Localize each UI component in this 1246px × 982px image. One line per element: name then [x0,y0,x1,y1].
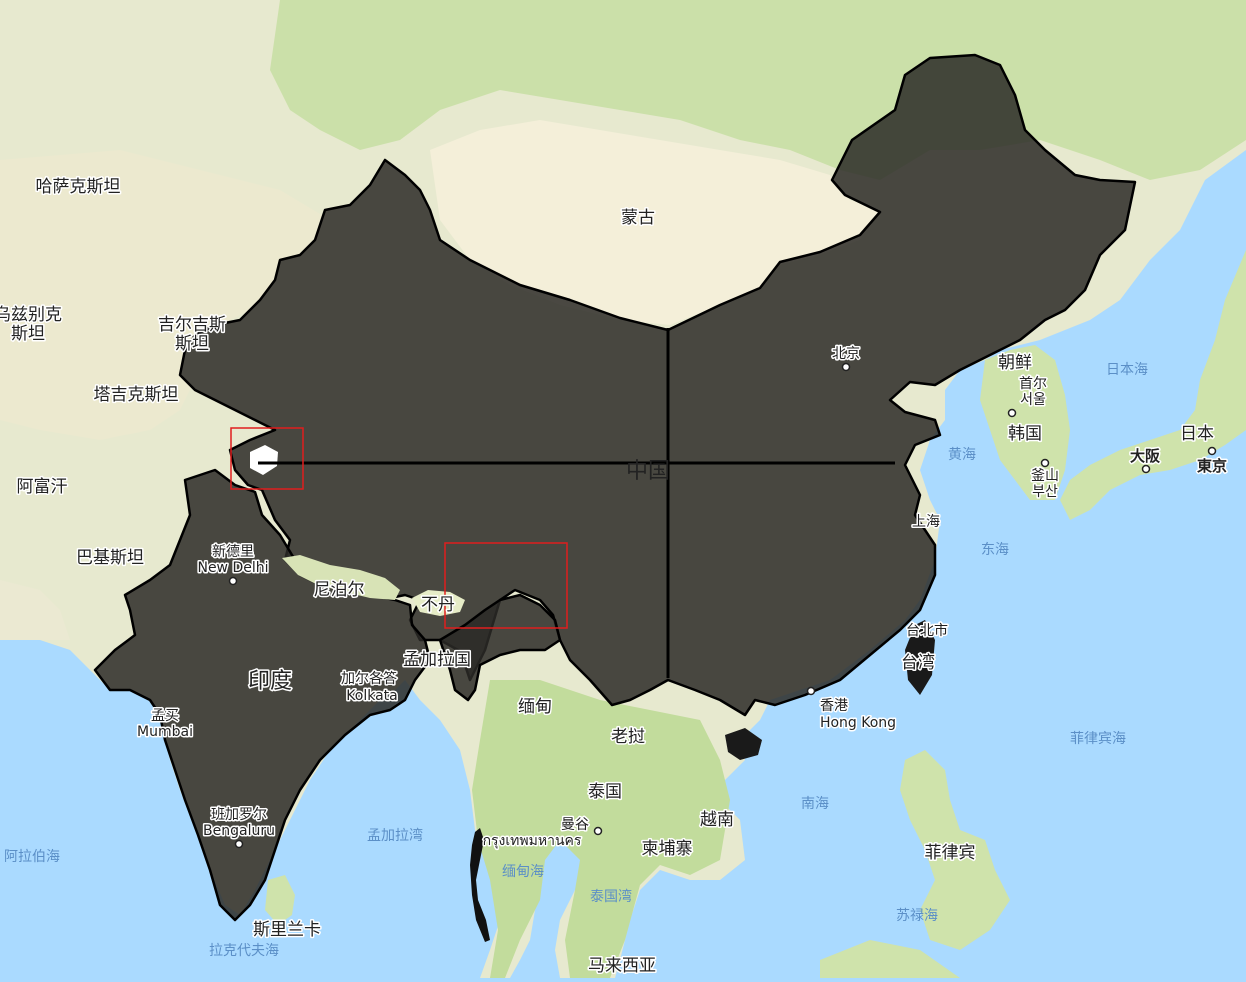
label-mongolia: 蒙古 [621,208,655,228]
city-dot-tokyo[interactable] [1207,446,1217,456]
overlay-ne-india [438,593,562,702]
label-bangkok-th: กรุงเทพมหานคร [483,833,582,849]
label-india: 印度 [248,669,292,694]
label-japan: 日本 [1180,424,1214,444]
label-malaysia: 马来西亚 [588,956,656,976]
label-kolkata-zh: 加尔各答 [341,670,397,687]
label-south-china-sea: 南海 [801,796,829,812]
label-philippine-sea: 菲律宾海 [1070,731,1126,747]
city-dot-new-delhi[interactable] [228,576,238,586]
label-kolkata-en: Kolkata [346,688,397,704]
city-dot-seoul[interactable] [1007,408,1017,418]
label-china: 中国 [626,459,670,484]
label-uzbekistan-line1: 乌兹别克 [0,305,62,325]
label-mumbai-zh: 孟买 [151,708,179,724]
label-sri-lanka: 斯里兰卡 [253,920,321,940]
label-cambodia: 柬埔寨 [642,839,693,859]
label-new-delhi-zh: 新德里 [212,544,254,560]
city-dot-beijing[interactable] [841,362,851,372]
label-new-delhi-en: New Delhi [197,560,268,576]
label-busan-ko: 부산 [1032,484,1058,500]
city-dot-busan[interactable] [1040,458,1050,468]
label-bengaluru-en: Bengaluru [203,823,275,839]
label-thailand: 泰国 [588,782,622,802]
label-uzbekistan-line2: 斯坦 [11,324,45,344]
label-mumbai-en: Mumbai [137,724,193,740]
city-dot-bengaluru[interactable] [234,839,244,849]
label-shanghai: 上海 [912,514,940,530]
label-arabian-sea: 阿拉伯海 [4,849,60,865]
land-borneo [820,940,960,978]
label-yellow-sea: 黄海 [948,446,976,463]
highlight-box-kashmir[interactable] [230,427,304,490]
label-bangladesh: 孟加拉国 [403,650,471,670]
land-philippines [900,750,1010,950]
city-dot-bangkok[interactable] [593,826,603,836]
overlay-china-region [178,53,1137,717]
land-kashmir-hole [250,445,278,475]
label-nepal: 尼泊尔 [314,580,365,600]
label-busan-zh: 釜山 [1031,468,1059,484]
label-bengaluru-zh: 班加罗尔 [211,807,267,823]
land-west [0,580,70,640]
label-sea-of-japan: 日本海 [1106,362,1148,378]
land-hainan [725,728,762,760]
label-myanmar: 缅甸 [518,697,552,717]
label-north-korea: 朝鲜 [998,353,1032,373]
label-bay-of-bengal: 孟加拉湾 [367,827,423,844]
label-kyrgyzstan-line1: 吉尔吉斯 [158,315,226,335]
label-south-korea: 韩国 [1008,424,1042,444]
label-afghanistan: 阿富汗 [17,477,68,497]
city-dot-hong-kong[interactable] [806,686,816,696]
label-philippines: 菲律宾 [925,843,976,863]
label-kazakhstan: 哈萨克斯坦 [36,177,121,197]
desert-mongolia [430,120,880,325]
label-laos: 老挝 [611,727,645,747]
label-laccadive-sea: 拉克代夫海 [209,943,279,959]
land-bhutan [412,590,465,616]
label-bangkok-zh: 曼谷 [561,817,589,833]
label-seoul-ko: 서울 [1020,392,1046,408]
land-central-asia [0,150,330,440]
label-taipei: 台北市 [906,622,948,639]
label-taiwan: 台湾 [901,653,935,673]
land-andaman-islands [470,828,490,942]
label-bhutan: 不丹 [421,595,455,615]
label-tajikistan: 塔吉克斯坦 [94,385,179,405]
land-nepal [282,555,400,600]
label-pakistan: 巴基斯坦 [76,548,144,568]
label-andaman-sea: 缅甸海 [502,864,544,880]
highlight-box-arunachal[interactable] [444,542,568,629]
label-beijing: 北京 [832,346,860,362]
land-japan [1060,250,1246,520]
land-sri-lanka [265,875,295,925]
label-gulf-of-thailand: 泰国湾 [590,888,632,905]
label-sulu-sea: 苏禄海 [896,908,938,924]
label-vietnam: 越南 [700,810,734,830]
label-hong-kong-zh: 香港 [820,698,848,714]
label-kyrgyzstan-line2: 斯坦 [175,334,209,354]
label-seoul-zh: 首尔 [1019,376,1047,392]
label-east-china-sea: 东海 [981,542,1009,558]
land-taiwan [905,620,935,695]
city-dot-osaka[interactable] [1141,464,1151,474]
label-hong-kong-en: Hong Kong [820,715,896,731]
label-osaka: 大阪 [1130,447,1161,465]
label-tokyo: 東京 [1197,457,1227,475]
